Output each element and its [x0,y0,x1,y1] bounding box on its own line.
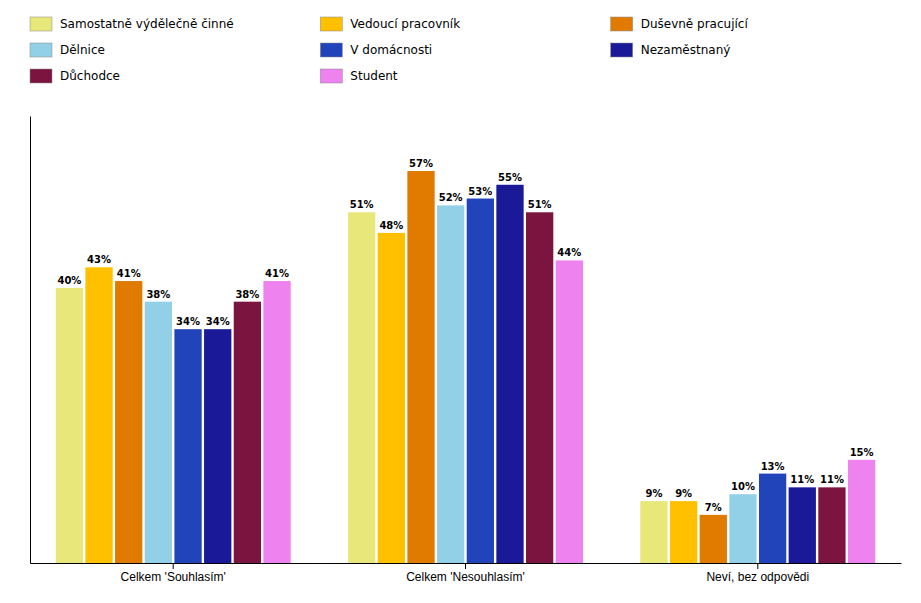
legend-label: Duševně pracující [641,17,749,31]
bar [234,302,261,563]
bar-series [263,260,875,563]
bar [640,501,667,563]
x-tick-label: Celkem 'Souhlasím' [121,570,226,584]
legend-swatch [30,43,52,57]
data-label: 38% [235,289,259,300]
legend-swatch [30,69,52,83]
data-label: 55% [498,172,522,183]
legend-swatch [320,43,342,57]
data-label: 13% [761,461,785,472]
data-label: 34% [206,316,230,327]
bar-series [85,233,697,563]
data-label: 9% [675,488,692,499]
legend-label: Vedoucí pracovník [350,17,460,31]
bar [526,212,553,563]
x-tick-mark [465,563,466,569]
bar [759,474,786,563]
x-tick: Neví, bez odpovědi [706,563,809,584]
legend-swatch [611,43,633,57]
legend-label: Dělnice [60,43,105,57]
legend-label: Student [350,69,398,83]
legend-label: Důchodce [60,69,120,83]
legend-item: V domácnosti [320,43,432,57]
bar [700,515,727,563]
data-label: 38% [146,289,170,300]
data-label: 51% [528,199,552,210]
legend-label: Nezaměstnaný [641,43,731,57]
bar-series [234,212,846,563]
legend-item: Samostatně výdělečně činné [30,17,234,31]
legend-item: Vedoucí pracovník [320,17,460,31]
bar [145,302,172,563]
data-label: 11% [790,474,814,485]
x-tick-label: Celkem 'Nesouhlasím' [406,570,525,584]
bar [670,501,697,563]
data-label: 57% [409,158,433,169]
bars [56,171,875,563]
data-label: 43% [87,254,111,265]
bar-series [115,171,727,563]
data-label: 15% [850,447,874,458]
legend-item: Dělnice [30,43,105,57]
x-axis: Celkem 'Souhlasím' Celkem 'Nesouhlasím' Ne… [31,563,902,584]
bar [378,233,405,563]
bar [729,494,756,563]
data-label: 10% [731,481,755,492]
bar-series [204,185,816,563]
data-label: 44% [557,247,581,258]
bar [467,199,494,563]
bar [789,487,816,563]
legend-label: Samostatně výdělečně činné [60,17,234,31]
x-tick-label: Neví, bez odpovědi [706,570,809,584]
bar-series [174,199,786,563]
x-tick: Celkem 'Souhlasím' [121,563,226,584]
bar [174,329,201,563]
y-axis [30,117,31,564]
data-labels: 40% 51% 9% 43% 48% 9% 41% 57% 7% 38% 52% 10% 34% 53% 1… [57,158,873,513]
data-label: 9% [645,488,662,499]
bar [56,288,83,563]
data-label: 53% [468,186,492,197]
x-tick: Celkem 'Nesouhlasím' [406,563,525,584]
legend-item: Student [320,69,398,83]
legend-swatch [320,69,342,83]
data-label: 51% [350,199,374,210]
legend-swatch [320,17,342,31]
data-label: 52% [439,192,463,203]
data-label: 11% [820,474,844,485]
x-tick-mark [173,563,174,569]
x-tick-mark [757,563,758,569]
legend-item: Důchodce [30,69,120,83]
legend: Samostatně výdělečně činné Vedoucí pracov… [30,17,748,83]
data-label: 40% [57,275,81,286]
chart: 40% 51% 9% 43% 48% 9% 41% 57% 7% 38% 52% 10% 34% 53% 1… [0,0,921,603]
bar [263,281,290,563]
bar [407,171,434,563]
data-label: 48% [379,220,403,231]
legend-swatch [611,17,633,31]
bar [437,205,464,563]
bar-series [145,205,757,563]
plot: 40% 51% 9% 43% 48% 9% 41% 57% 7% 38% 52% 10% 34% 53% 1… [31,117,902,584]
bar [85,267,112,563]
bar [848,460,875,563]
legend-label: V domácnosti [350,43,432,57]
bar [556,260,583,563]
bar [496,185,523,563]
legend-swatch [30,17,52,31]
bar [818,487,845,563]
bar [115,281,142,563]
data-label: 41% [117,268,141,279]
legend-item: Duševně pracující [611,17,749,31]
y-axis-line [30,117,31,564]
data-label: 41% [265,268,289,279]
bar [348,212,375,563]
data-label: 34% [176,316,200,327]
bar-series [56,212,668,563]
bar [204,329,231,563]
legend-item: Nezaměstnaný [611,43,731,57]
data-label: 7% [705,502,722,513]
